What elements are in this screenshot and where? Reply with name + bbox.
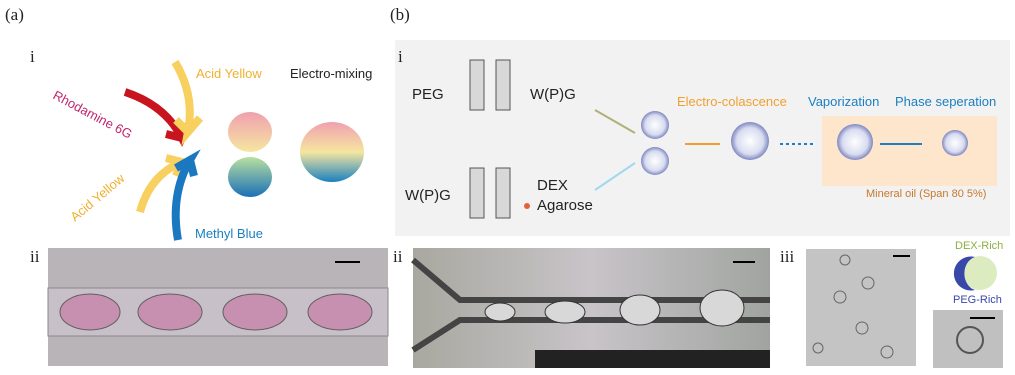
droplet	[137, 293, 203, 331]
droplet	[641, 111, 669, 139]
syringe	[469, 167, 485, 219]
arrow	[594, 109, 636, 134]
micrograph	[933, 310, 1003, 368]
droplets	[59, 293, 373, 331]
process-label: Electro-mixing	[290, 66, 372, 81]
droplet	[300, 122, 364, 182]
arrow	[123, 88, 194, 147]
droplet	[699, 289, 745, 327]
dye-label: Acid Yellow	[67, 170, 127, 224]
phase-label: PEG-Rich	[953, 294, 1002, 306]
droplet	[307, 293, 373, 331]
syringe	[469, 59, 485, 111]
droplet	[544, 300, 586, 324]
droplet	[228, 157, 272, 197]
step-label: Phase seperation	[895, 94, 996, 109]
arrow	[594, 162, 636, 191]
droplet	[942, 130, 968, 156]
panel-label: (a)	[5, 5, 24, 24]
droplet	[837, 124, 873, 160]
panel-label: (b)	[390, 5, 410, 24]
droplet	[839, 254, 851, 266]
reagent-label: W(P)G	[530, 86, 576, 103]
syringes	[469, 59, 511, 219]
subpanel-label: i	[398, 47, 403, 66]
droplet	[833, 290, 847, 304]
dye-label: Methyl Blue	[195, 226, 263, 241]
droplet	[641, 147, 669, 175]
reagent-label: Agarose	[537, 197, 593, 214]
step-label: Vaporization	[808, 94, 879, 109]
droplet	[731, 122, 769, 160]
subpanel-label: iii	[780, 247, 794, 266]
subpanel-label: i	[30, 47, 35, 66]
reagent-label: PEG	[412, 86, 444, 103]
syringe	[495, 167, 511, 219]
droplet	[812, 342, 824, 354]
droplet	[855, 321, 869, 335]
dex-phase	[963, 256, 997, 290]
reagent-label: DEX	[537, 177, 568, 194]
agarose-dot	[524, 203, 530, 209]
arrow	[171, 149, 201, 241]
droplet	[880, 345, 894, 359]
dye-label: Acid Yellow	[196, 66, 262, 81]
droplet	[222, 293, 288, 331]
droplet	[59, 293, 121, 331]
step-label: Electro-colascence	[677, 94, 787, 109]
electrode	[535, 350, 770, 368]
dye-label: Rhodamine 6G	[51, 87, 135, 141]
droplet	[484, 302, 516, 322]
arrow	[171, 59, 204, 146]
droplet	[956, 326, 984, 354]
droplet	[228, 112, 272, 152]
peg-phase	[953, 256, 975, 291]
subpanel-label: ii	[30, 247, 40, 266]
phase-label: DEX-Rich	[955, 240, 1003, 252]
droplet	[861, 276, 875, 290]
droplet	[619, 294, 661, 326]
subpanel-label: ii	[393, 247, 403, 266]
channel	[411, 257, 770, 353]
reagent-label: W(P)G	[405, 187, 451, 204]
syringe	[495, 59, 511, 111]
droplets	[484, 289, 745, 327]
micrograph	[806, 249, 916, 366]
droplets	[812, 254, 894, 359]
oil-label: Mineral oil (Span 80 5%)	[866, 188, 986, 200]
